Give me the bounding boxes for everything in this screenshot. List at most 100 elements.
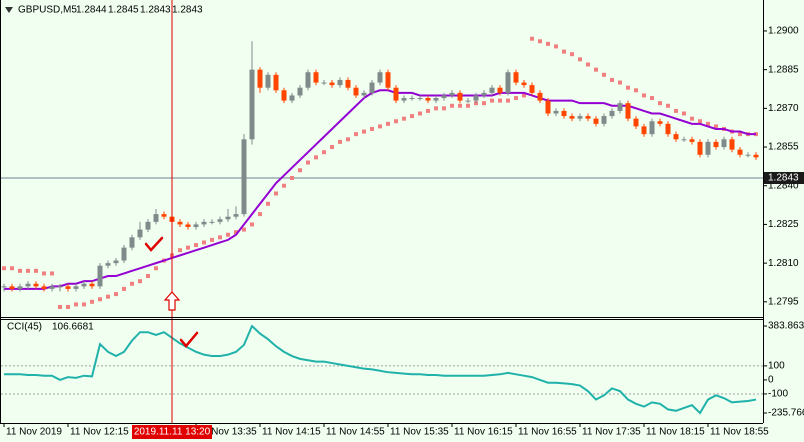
- sar-dot: [426, 108, 430, 113]
- candle-body: [577, 116, 583, 119]
- sar-dot: [362, 129, 366, 134]
- sar-dot: [738, 132, 742, 137]
- sar-dot: [90, 299, 94, 304]
- candle-body: [553, 110, 559, 114]
- sar-dot: [522, 93, 526, 98]
- x-tick-label: 11 Nov 14:55: [326, 427, 385, 438]
- candle-body: [721, 139, 727, 148]
- x-tick-label: 11 Nov 2019: [6, 427, 62, 438]
- sar-dot: [394, 119, 398, 124]
- sar-dot: [306, 160, 310, 165]
- sar-dot: [610, 77, 614, 82]
- sar-dot: [298, 168, 302, 173]
- candle-body: [1, 286, 7, 288]
- sar-dot: [506, 98, 510, 103]
- sar-dot: [226, 232, 230, 237]
- candle-body: [465, 100, 471, 102]
- sar-dot: [442, 106, 446, 111]
- moving-average: [4, 89, 756, 290]
- y-tick-label: 1.2795: [768, 296, 799, 307]
- sar-dot: [466, 103, 470, 108]
- sar-dot: [666, 103, 670, 108]
- chart-title: GBPUSD,M5: [18, 5, 77, 16]
- candle-body: [673, 134, 679, 140]
- indicator-title: CCI(45): [7, 322, 42, 333]
- candle-body: [713, 141, 719, 148]
- candle-body: [25, 283, 31, 287]
- y-tick-label: 100: [768, 361, 785, 372]
- candle-body: [97, 265, 103, 287]
- sar-dot: [50, 271, 54, 276]
- candle-body: [17, 286, 23, 289]
- sar-dot: [74, 302, 78, 307]
- sar-dot: [18, 268, 22, 273]
- candle-body: [377, 72, 383, 83]
- sar-dot: [242, 227, 246, 232]
- candle-body: [425, 98, 431, 101]
- sar-dot: [490, 98, 494, 103]
- candle-body: [233, 214, 239, 217]
- sar-dot: [562, 49, 566, 54]
- sar-dot: [66, 304, 70, 309]
- sar-dot: [482, 101, 486, 106]
- candle-body: [153, 214, 159, 222]
- sar-dot: [330, 145, 334, 150]
- candle-body: [513, 72, 519, 83]
- sar-dot: [418, 111, 422, 116]
- candle-body: [697, 141, 703, 155]
- cci-line: [4, 324, 757, 415]
- sar-dot: [202, 240, 206, 245]
- sar-dot: [42, 271, 46, 276]
- candle-body: [665, 123, 671, 135]
- candle-body: [569, 116, 575, 119]
- candle-body: [137, 229, 143, 238]
- sar-dot: [250, 222, 254, 227]
- sar-dot: [682, 111, 686, 116]
- sar-dot: [378, 124, 382, 129]
- candle-body: [209, 221, 215, 223]
- sar-dot: [10, 266, 14, 271]
- candle-body: [633, 118, 639, 127]
- candle-body: [457, 92, 463, 101]
- header-value: 1.2845: [108, 5, 139, 16]
- candle-body: [625, 103, 631, 119]
- sar-dot: [338, 139, 342, 144]
- sar-dot: [322, 150, 326, 155]
- sar-dot: [106, 294, 110, 299]
- sar-dot: [546, 41, 550, 46]
- x-tick-label: 11 Nov 15:35: [390, 427, 449, 438]
- candle-body: [753, 154, 759, 158]
- sar-dot: [314, 155, 318, 160]
- candle-body: [385, 72, 391, 88]
- candle-body: [745, 154, 751, 156]
- candle-body: [593, 118, 599, 124]
- sar-dot: [266, 201, 270, 206]
- candle-body: [41, 286, 47, 289]
- candle-body: [529, 85, 535, 93]
- sar-dot: [602, 72, 606, 77]
- candle-body: [681, 139, 687, 141]
- y-tick-label: -100: [768, 389, 788, 400]
- x-tick-label: 11 Nov 16:55: [518, 427, 577, 438]
- sar-dot: [594, 67, 598, 72]
- candle-body: [737, 149, 743, 155]
- candle-body: [617, 103, 623, 111]
- header-value: 1.2843: [172, 5, 203, 16]
- x-tick-label: 11 Nov 14:15: [262, 427, 321, 438]
- candle-body: [441, 95, 447, 99]
- candle-body: [729, 139, 735, 150]
- candle-body: [561, 110, 567, 117]
- candle-body: [57, 286, 63, 288]
- candle-body: [345, 79, 351, 88]
- candle-body: [537, 92, 543, 101]
- candle-body: [545, 100, 551, 114]
- candle-body: [33, 283, 39, 287]
- sar-dot: [346, 137, 350, 142]
- sar-dot: [146, 274, 150, 279]
- sar-dot: [98, 297, 102, 302]
- sar-dot: [210, 237, 214, 242]
- candle-body: [289, 95, 295, 101]
- sar-dot: [114, 292, 118, 297]
- sar-dot: [282, 183, 286, 188]
